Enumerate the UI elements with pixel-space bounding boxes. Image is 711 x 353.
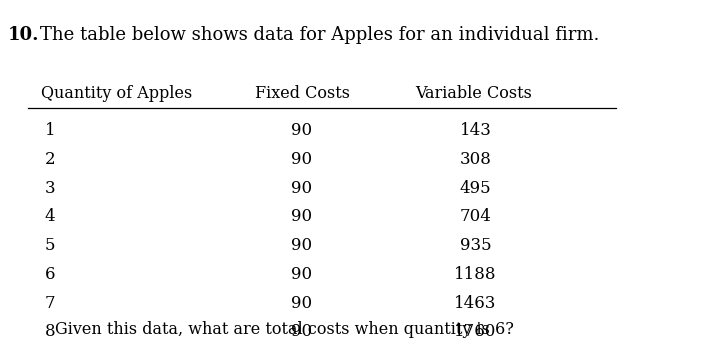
Text: Quantity of Apples: Quantity of Apples (41, 85, 193, 102)
Text: 5: 5 (45, 237, 55, 254)
Text: 90: 90 (292, 323, 313, 340)
Text: Fixed Costs: Fixed Costs (255, 85, 351, 102)
Text: 704: 704 (460, 208, 491, 225)
Text: Variable Costs: Variable Costs (415, 85, 533, 102)
Text: 90: 90 (292, 208, 313, 225)
Text: 143: 143 (460, 122, 491, 139)
Text: 8: 8 (45, 323, 55, 340)
Text: 6: 6 (45, 266, 55, 283)
Text: 90: 90 (292, 266, 313, 283)
Text: 10.: 10. (8, 26, 40, 44)
Text: The table below shows data for Apples for an individual firm.: The table below shows data for Apples fo… (40, 26, 599, 44)
Text: 308: 308 (460, 151, 491, 168)
Text: 2: 2 (45, 151, 55, 168)
Text: 90: 90 (292, 180, 313, 197)
Text: 4: 4 (45, 208, 55, 225)
Text: 90: 90 (292, 294, 313, 312)
Text: 7: 7 (45, 294, 55, 312)
Text: 90: 90 (292, 151, 313, 168)
Text: 1188: 1188 (454, 266, 497, 283)
Text: 3: 3 (45, 180, 55, 197)
Text: 1: 1 (45, 122, 55, 139)
Text: 90: 90 (292, 122, 313, 139)
Text: 935: 935 (460, 237, 491, 254)
Text: 90: 90 (292, 237, 313, 254)
Text: 1760: 1760 (454, 323, 497, 340)
Text: 495: 495 (460, 180, 491, 197)
Text: 1463: 1463 (454, 294, 497, 312)
Text: Given this data, what are total costs when quantity is 6?: Given this data, what are total costs wh… (55, 321, 513, 337)
